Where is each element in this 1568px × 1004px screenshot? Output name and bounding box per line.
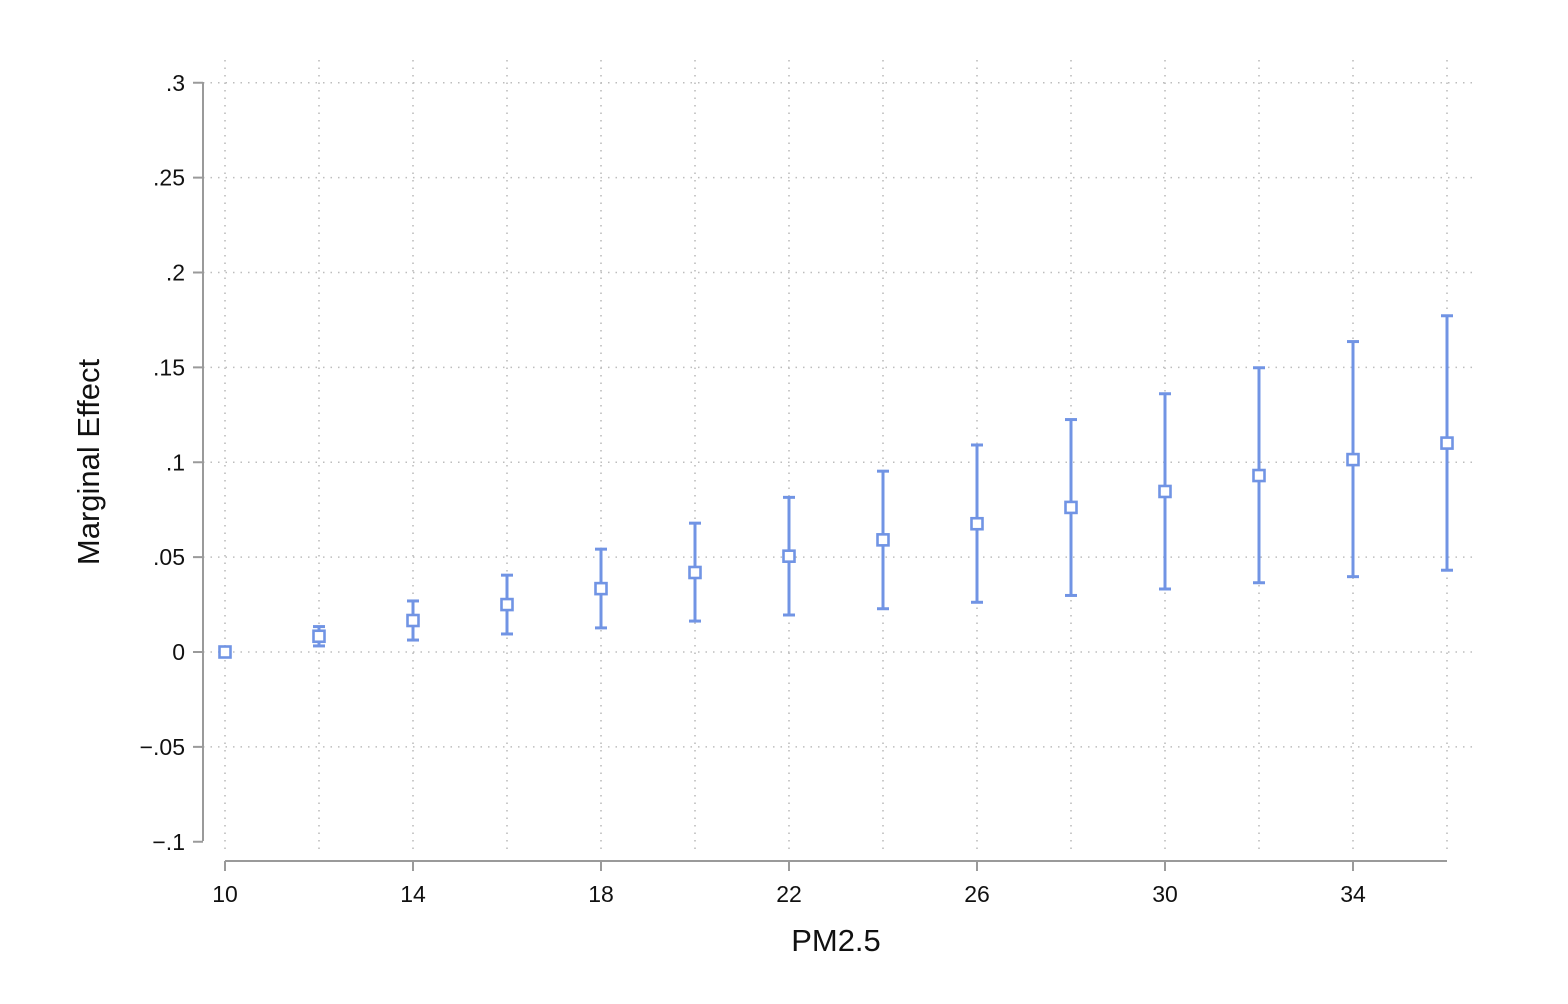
y-axis-title: Marginal Effect (71, 359, 106, 566)
data-point (688, 521, 702, 623)
data-point (312, 625, 326, 648)
data-point (218, 645, 232, 659)
point-marker (1064, 500, 1078, 515)
data-point (1158, 392, 1172, 591)
point-marker (594, 581, 608, 596)
y-tick-label: 0 (172, 639, 185, 665)
y-tick-label: −.05 (140, 734, 185, 760)
x-tick-label: 26 (964, 881, 990, 907)
point-marker (782, 549, 796, 563)
x-tick-label: 14 (400, 881, 426, 907)
tick-layer: −.1 −.05 0 .05 .1 .15 .2 .25 .3 10 14 18 22 26 30 34 (140, 70, 1366, 907)
data-point (406, 599, 420, 642)
x-axis-title: PM2.5 (791, 923, 881, 958)
y-tick-label: .25 (153, 165, 185, 191)
grid-layer (203, 60, 1472, 851)
data-point (1064, 418, 1078, 597)
data-point (1440, 314, 1454, 572)
y-tick-label: .2 (166, 260, 185, 286)
y-tick-label: .15 (153, 354, 185, 380)
y-tick-label: −.1 (152, 829, 185, 855)
x-tick-label: 34 (1340, 881, 1366, 907)
x-tick-label: 18 (588, 881, 614, 907)
data-point (876, 469, 890, 611)
y-tick-label: .3 (166, 70, 185, 96)
point-marker (406, 613, 420, 628)
data-point (500, 573, 514, 636)
data-point (782, 495, 796, 617)
x-tick-label: 10 (212, 881, 238, 907)
point-marker (1252, 468, 1266, 483)
point-marker (500, 597, 514, 612)
data-point (1252, 366, 1266, 585)
x-tick-label: 30 (1152, 881, 1178, 907)
point-marker (312, 629, 326, 644)
point-marker (876, 533, 890, 547)
point-marker (1440, 436, 1454, 450)
point-marker (218, 645, 232, 659)
y-tick-label: .05 (153, 544, 185, 570)
data-point (970, 443, 984, 604)
y-tick-label: .1 (166, 449, 185, 475)
data-point (594, 547, 608, 630)
data-layer (218, 314, 1454, 659)
point-marker (970, 516, 984, 531)
point-marker (688, 565, 702, 580)
x-tick-label: 22 (776, 881, 802, 907)
point-marker (1158, 484, 1172, 499)
data-point (1346, 340, 1360, 579)
point-marker (1346, 452, 1360, 467)
